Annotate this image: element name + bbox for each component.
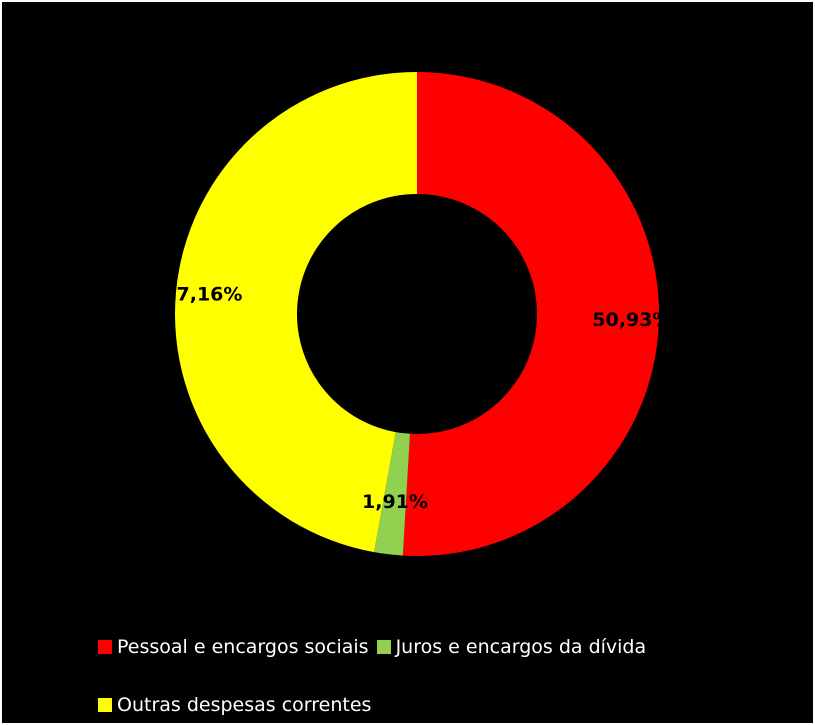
legend-row-2: Outras despesas correntes [98,690,798,720]
legend-swatch-outras [98,698,112,712]
legend-row-1: Pessoal e encargos sociais Juros e encar… [98,632,798,662]
data-label-juros: 1,91% [362,491,428,513]
legend: Pessoal e encargos sociais Juros e encar… [98,632,798,723]
legend-item-outras: Outras despesas correntes [98,694,371,716]
legend-swatch-pessoal [98,640,112,654]
slice-outras [175,72,417,553]
legend-label-outras: Outras despesas correntes [117,694,372,716]
legend-item-pessoal: Pessoal e encargos sociais [98,636,369,658]
legend-label-juros: Juros e encargos da dívida [395,636,647,658]
data-label-pessoal: 50,93% [592,309,671,331]
data-labels-group: 50,93% 1,91% 47,16% [163,283,671,513]
data-label-outras: 47,16% [163,283,242,305]
slice-juros [374,432,410,556]
legend-swatch-juros [376,640,391,654]
legend-item-juros: Juros e encargos da dívida [376,636,647,658]
legend-label-pessoal: Pessoal e encargos sociais [117,636,369,658]
slice-pessoal [402,72,660,557]
slices-group [175,72,660,557]
